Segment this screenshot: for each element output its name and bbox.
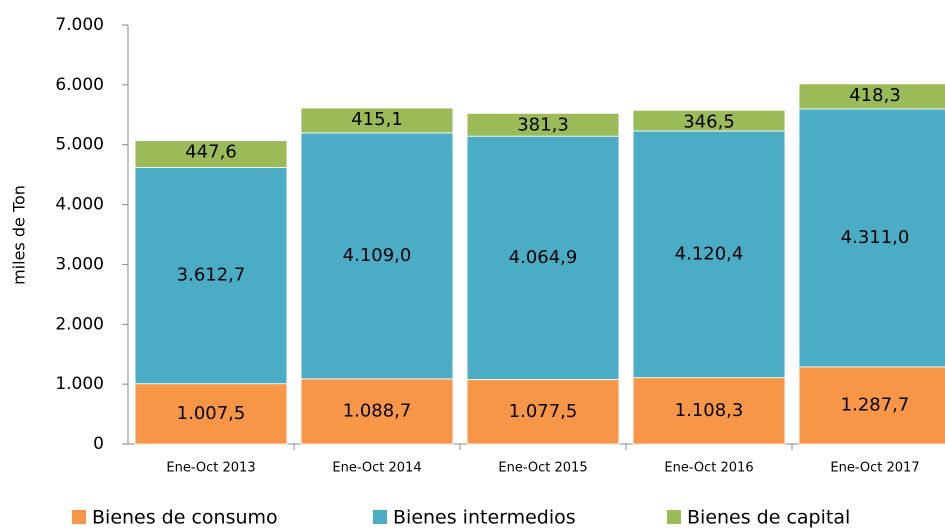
bar-segment: [466, 379, 620, 445]
x-tick-label: Ene-Oct 2017: [830, 461, 919, 476]
data-label: 1.088,7: [343, 400, 412, 421]
data-label: 381,3: [517, 114, 569, 135]
bar-segment: [134, 140, 288, 168]
x-tick-label: Ene-Oct 2014: [332, 461, 421, 476]
data-label: 447,6: [185, 142, 237, 163]
bar-segment: [632, 109, 786, 132]
bar-segment: [466, 112, 620, 137]
data-label: 346,5: [683, 111, 735, 132]
bar-segment: [300, 132, 454, 380]
x-tick-label: Ene-Oct 2015: [498, 461, 587, 476]
y-tick-label: 3.000: [55, 254, 104, 274]
bar-segment: [632, 377, 786, 445]
legend-swatch: [373, 510, 387, 524]
y-tick-label: 1.000: [55, 374, 104, 394]
bar-segment: [134, 167, 288, 385]
legend-label: Bienes de capital: [687, 507, 850, 529]
y-tick-label: 7.000: [55, 15, 104, 35]
data-label: 1.287,7: [841, 394, 910, 415]
y-tick-label: 0: [93, 434, 104, 454]
bar-segment: [798, 83, 945, 110]
x-tick-label: Ene-Oct 2016: [664, 461, 753, 476]
data-label: 4.311,0: [841, 227, 910, 248]
y-tick-label: 4.000: [55, 195, 104, 215]
data-label: 3.612,7: [177, 265, 246, 286]
y-tick-label: 5.000: [55, 135, 104, 155]
data-label: 4.064,9: [509, 247, 578, 268]
bar-segment: [466, 135, 620, 380]
bar-segment: [632, 130, 786, 379]
data-label: 1.007,5: [177, 403, 246, 424]
legend-label: Bienes de consumo: [92, 507, 278, 529]
x-tick-label: Ene-Oct 2013: [166, 461, 255, 476]
legend-swatch: [667, 510, 681, 524]
data-label: 4.120,4: [675, 243, 744, 264]
bar-segment: [300, 107, 454, 134]
y-tick-label: 6.000: [55, 75, 104, 95]
bar-segment: [300, 378, 454, 445]
legend-label: Bienes intermedios: [393, 507, 576, 529]
bar-segment: [798, 108, 945, 368]
bar-segment: [798, 366, 945, 445]
y-tick-label: 2.000: [55, 314, 104, 334]
data-label: 415,1: [351, 109, 403, 130]
data-label: 418,3: [849, 85, 901, 106]
legend-swatch: [72, 510, 86, 524]
data-label: 1.108,3: [675, 400, 744, 421]
data-label: 1.077,5: [509, 401, 578, 422]
y-axis-label: miles de Ton: [10, 185, 29, 285]
data-label: 4.109,0: [343, 245, 412, 266]
